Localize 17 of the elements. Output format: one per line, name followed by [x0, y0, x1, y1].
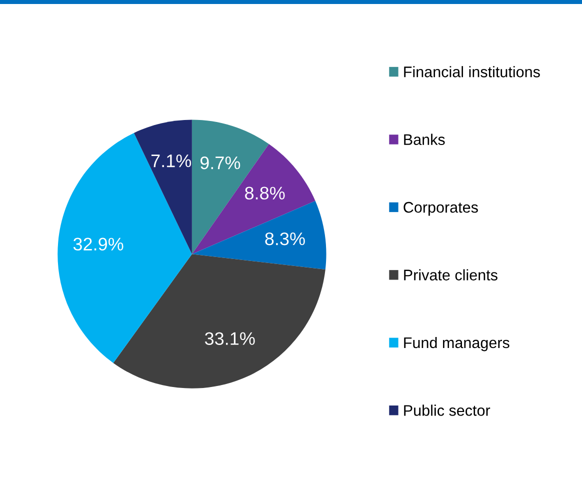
pie-slice: [192, 200, 326, 270]
data-label: 33.1%: [204, 332, 255, 345]
data-label: 7.1%: [151, 154, 192, 168]
pie-slice: [113, 254, 326, 388]
legend-label: Fund managers: [404, 336, 510, 352]
data-label: 9.7%: [200, 156, 240, 170]
legend-label: Public sector: [404, 404, 490, 416]
pie-slice: [58, 132, 192, 363]
data-label: 32.9%: [73, 238, 124, 251]
data-label: 8.3%: [265, 232, 305, 246]
legend-label: Corporates: [404, 202, 478, 216]
pie-slice: [192, 144, 316, 254]
legend-label: Private clients: [404, 269, 498, 280]
legend-label: Banks: [404, 134, 445, 146]
data-label: 8.8%: [245, 186, 285, 200]
legend-label: Financial institutions: [404, 66, 540, 78]
pie-slice: [134, 120, 192, 254]
